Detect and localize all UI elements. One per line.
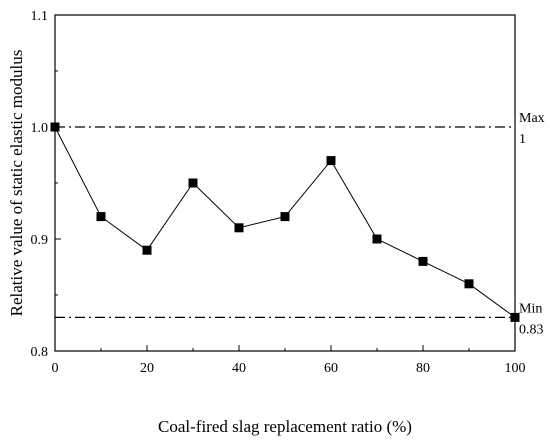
reference-lines <box>55 126 515 318</box>
y-tick-label: 0.9 <box>31 233 49 248</box>
series-line <box>54 126 516 318</box>
data-point-marker <box>280 212 290 222</box>
data-point-marker <box>50 122 60 132</box>
reference-label: Max <box>519 111 545 126</box>
reference-annotations: Max 1 Min 0.83 <box>519 111 545 337</box>
y-axis-label: Relative value of static elastic modulus <box>7 50 26 317</box>
x-tick-label: 40 <box>232 361 246 376</box>
data-point-marker <box>372 234 382 244</box>
plot-frame <box>54 14 516 352</box>
data-point-marker <box>142 245 152 255</box>
y-tick-label: 0.8 <box>31 345 49 360</box>
data-point-marker <box>188 178 198 188</box>
data-series <box>50 122 520 322</box>
x-tick-label: 0 <box>52 361 59 376</box>
data-point-marker <box>96 212 106 222</box>
x-tick-label: 60 <box>324 361 338 376</box>
data-point-marker <box>464 279 474 289</box>
data-point-marker <box>510 312 520 322</box>
x-tick-label: 20 <box>140 361 154 376</box>
x-axis-label: Coal-fired slag replacement ratio (%) <box>158 417 412 436</box>
reference-value: 0.83 <box>519 322 544 337</box>
y-tick-label: 1.0 <box>31 121 49 136</box>
data-point-marker <box>418 256 428 266</box>
reference-value: 1 <box>519 132 526 147</box>
x-tick-label: 100 <box>505 361 526 376</box>
axis-ticks: 0 20 40 60 80 100 0.8 0.9 1.0 1.1 <box>31 9 526 376</box>
x-tick-label: 80 <box>416 361 430 376</box>
reference-label: Min <box>519 301 542 316</box>
data-point-marker <box>234 223 244 233</box>
y-tick-label: 1.1 <box>31 9 49 24</box>
data-point-marker <box>326 156 336 166</box>
